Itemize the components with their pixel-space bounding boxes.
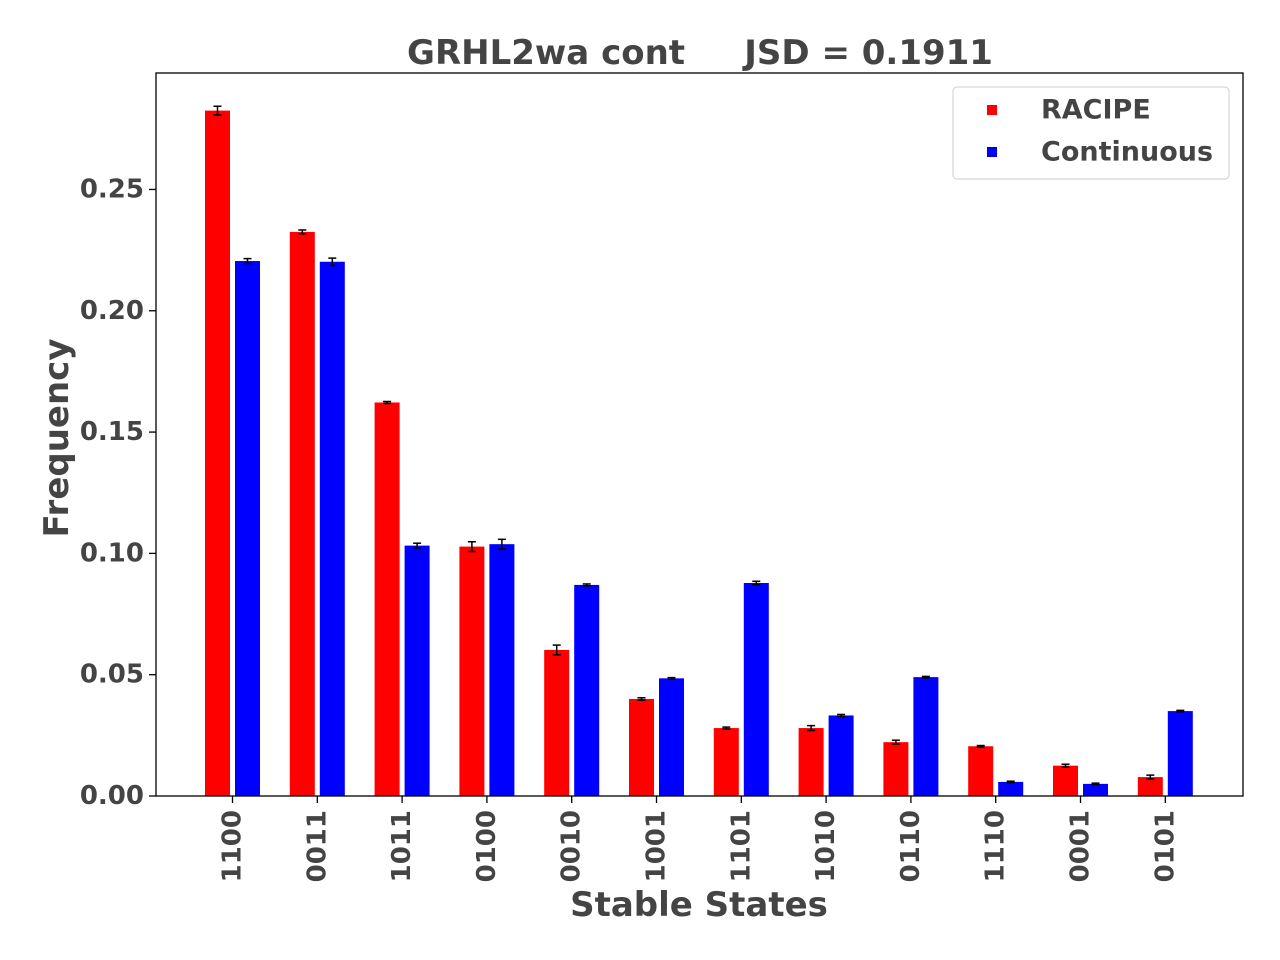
bar-racipe-1101: [713, 728, 739, 796]
y-axis: 0.00 0.05 0.10 0.15 0.20 0.25: [80, 174, 156, 811]
x-tick-label-1100: 1100: [218, 810, 248, 882]
x-axis: 1100 0011 1011 0100 0010 1001 1101 1010 0110 1110…: [218, 796, 1180, 882]
y-tick-label-0.00: 0.00: [80, 781, 144, 811]
legend-box: [952, 86, 1230, 180]
bar-continuous-0101: [1167, 711, 1193, 796]
x-tick-label-1010: 1010: [811, 810, 841, 882]
bar-racipe-0011: [289, 231, 315, 796]
x-tick-label-0101: 0101: [1150, 810, 1180, 882]
y-tick-label-0.15: 0.15: [80, 417, 144, 447]
x-tick-label-0110: 0110: [896, 810, 926, 882]
legend-label-continuous: Continuous: [1041, 137, 1213, 168]
bar-continuous-0011: [319, 261, 345, 797]
bar-continuous-1011: [404, 545, 430, 796]
x-tick-label-0010: 0010: [557, 810, 587, 882]
y-tick-label-0.05: 0.05: [80, 660, 144, 690]
bar-continuous-1100: [235, 261, 260, 796]
x-tick-label-0011: 0011: [302, 810, 332, 882]
bar-continuous-1010: [828, 715, 854, 796]
bar-racipe-1011: [374, 402, 400, 796]
bar-continuous-0100: [489, 544, 515, 796]
x-tick-label-0001: 0001: [1066, 810, 1096, 882]
bar-continuous-1001: [659, 678, 684, 796]
bar-continuous-0110: [913, 677, 939, 796]
y-tick-label-0.25: 0.25: [80, 174, 144, 204]
x-tick-label-1101: 1101: [726, 810, 756, 882]
y-tick-label-0.20: 0.20: [80, 296, 144, 326]
legend-marker-continuous: [987, 147, 997, 157]
bar-racipe-0100: [459, 546, 485, 796]
plot-frame: [155, 72, 1244, 797]
bar-racipe-1001: [629, 698, 654, 796]
bar-racipe-0101: [1137, 777, 1163, 796]
legend-marker-racipe: [987, 105, 997, 115]
legend: RACIPE Continuous: [952, 86, 1230, 180]
bar-racipe-0001: [1053, 765, 1078, 796]
x-tick-label-1011: 1011: [387, 810, 417, 882]
legend-label-racipe: RACIPE: [1041, 95, 1151, 126]
x-tick-label-0100: 0100: [472, 810, 502, 882]
bar-continuous-1110: [998, 781, 1024, 796]
x-tick-label-1001: 1001: [642, 810, 672, 882]
bar-continuous-1101: [743, 582, 769, 796]
x-tick-label-1110: 1110: [981, 810, 1011, 882]
bar-racipe-1110: [968, 746, 994, 796]
bar-continuous-0001: [1083, 783, 1108, 796]
bar-continuous-0010: [574, 584, 600, 796]
chart-title: GRHL2wa cont JSD = 0.1911: [407, 33, 993, 73]
y-tick-label-0.10: 0.10: [80, 538, 144, 568]
bar-racipe-0010: [544, 649, 570, 796]
bar-racipe-1100: [205, 110, 230, 796]
x-axis-label: Stable States: [570, 885, 828, 925]
bars-group: [205, 105, 1193, 797]
bar-racipe-1010: [798, 728, 824, 796]
y-axis-label: Frequency: [37, 338, 77, 537]
bar-racipe-0110: [883, 742, 909, 796]
